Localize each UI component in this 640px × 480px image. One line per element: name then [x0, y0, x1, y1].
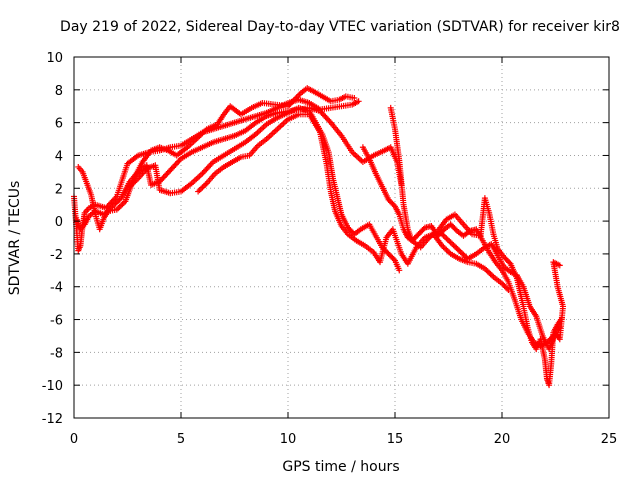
y-tick-label: -10: [42, 379, 63, 394]
y-tick-label: -6: [50, 314, 63, 329]
data-point: [450, 242, 457, 249]
y-tick-label: 0: [55, 215, 63, 230]
x-tick-label: 15: [387, 432, 404, 447]
y-tick-label: 10: [46, 51, 63, 66]
data-point: [556, 262, 563, 269]
data-point: [199, 184, 206, 191]
x-tick-label: 5: [177, 432, 185, 447]
data-point: [486, 269, 493, 276]
data-point: [396, 267, 403, 274]
data-point: [441, 245, 448, 252]
y-tick-label: 4: [55, 149, 63, 164]
data-point: [196, 187, 203, 194]
plot-frame: [73, 56, 610, 419]
data-point: [449, 240, 456, 247]
data-point: [444, 236, 451, 243]
chart-title: Day 219 of 2022, Sidereal Day-to-day VTE…: [60, 19, 620, 35]
data-point: [447, 239, 454, 246]
data-point: [351, 95, 358, 102]
x-axis-label: GPS time / hours: [282, 459, 399, 475]
data-point: [446, 238, 453, 245]
data-point: [453, 244, 460, 251]
data-point: [119, 201, 126, 208]
x-tick-label: 25: [601, 432, 618, 447]
x-tick-label: 20: [494, 432, 511, 447]
axis-ticks: [73, 56, 610, 419]
data-point: [118, 202, 125, 209]
data-point: [506, 259, 513, 266]
data-point: [202, 181, 209, 188]
data-point: [443, 235, 450, 242]
data-point: [441, 233, 448, 240]
data-point: [487, 271, 494, 278]
series-track-8: [439, 231, 566, 353]
data-point: [390, 256, 397, 263]
y-tick-label: -2: [50, 248, 63, 263]
data-point: [459, 250, 466, 257]
data-point: [197, 185, 204, 192]
y-axis-label: SDTVAR / TECUs: [7, 181, 23, 296]
data-point: [200, 183, 207, 190]
x-tick-label: 10: [280, 432, 297, 447]
y-tick-labels: -12 -10 -8 -6 -4 -2 0 2 4 6 8 10: [42, 51, 63, 427]
y-tick-label: 6: [55, 117, 63, 132]
data-point: [116, 203, 123, 210]
series-track-5: [195, 111, 512, 294]
data-point: [451, 243, 458, 250]
y-tick-label: 2: [55, 182, 63, 197]
data-point: [484, 268, 491, 275]
data-point: [456, 247, 463, 254]
data-point: [195, 188, 202, 195]
series-track-6: [359, 144, 563, 349]
y-tick-label: 8: [55, 84, 63, 99]
data-point: [444, 248, 451, 255]
data-points: [71, 85, 566, 389]
x-tick-labels: 0 5 10 15 20 25: [70, 432, 617, 447]
data-point: [355, 98, 362, 105]
data-point: [443, 246, 450, 253]
data-point: [504, 285, 511, 292]
series-track-7: [387, 104, 565, 389]
series-track-3: [73, 104, 405, 233]
x-tick-label: 0: [70, 432, 78, 447]
y-tick-label: -8: [50, 346, 63, 361]
grid-lines: [74, 57, 609, 418]
y-tick-label: -4: [50, 281, 63, 296]
y-tick-label: -12: [42, 412, 63, 427]
series-track-4: [126, 104, 403, 274]
data-point: [454, 246, 461, 253]
